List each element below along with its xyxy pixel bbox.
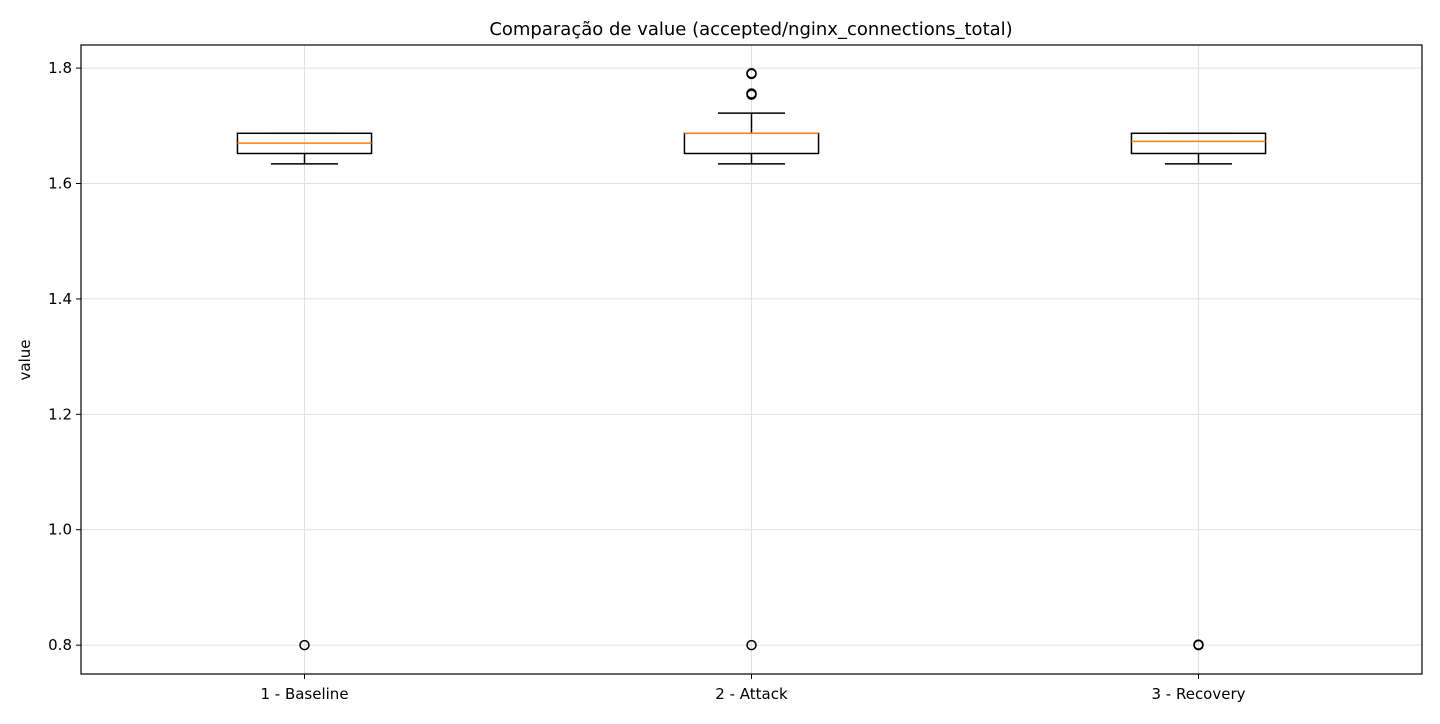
box-layer: [236, 68, 1267, 651]
axis-layer: 0.8 1.0 1.2 1.4 1.6 1.8 1 - Baseline 2 - Attack…: [48, 44, 1423, 703]
y-tick-label: 1.6: [48, 174, 72, 192]
plot-frame: [80, 44, 1423, 675]
box-group: [683, 68, 820, 651]
box-group: [1130, 132, 1267, 651]
chart-title: Comparação de value (accepted/nginx_conn…: [489, 19, 1012, 40]
y-tick-label: 1.8: [48, 59, 72, 77]
grid-layer: [81, 45, 1422, 674]
outlier-point: [746, 639, 757, 651]
y-axis-label: value: [16, 340, 34, 381]
x-tick-label: 1 - Baseline: [260, 685, 348, 703]
x-tick-label: 2 - Attack: [715, 685, 788, 703]
outlier-point: [746, 88, 757, 99]
box-group: [236, 132, 373, 651]
outlier-point: [299, 639, 310, 651]
y-tick-label: 1.0: [48, 521, 72, 539]
outlier-point: [1193, 639, 1204, 650]
box-iqr: [1130, 132, 1267, 155]
y-tick-label: 0.8: [48, 636, 72, 654]
outlier-point: [746, 68, 757, 79]
y-tick-label: 1.2: [48, 405, 72, 423]
y-tick-label: 1.4: [48, 290, 72, 308]
x-tick-label: 3 - Recovery: [1151, 685, 1245, 703]
